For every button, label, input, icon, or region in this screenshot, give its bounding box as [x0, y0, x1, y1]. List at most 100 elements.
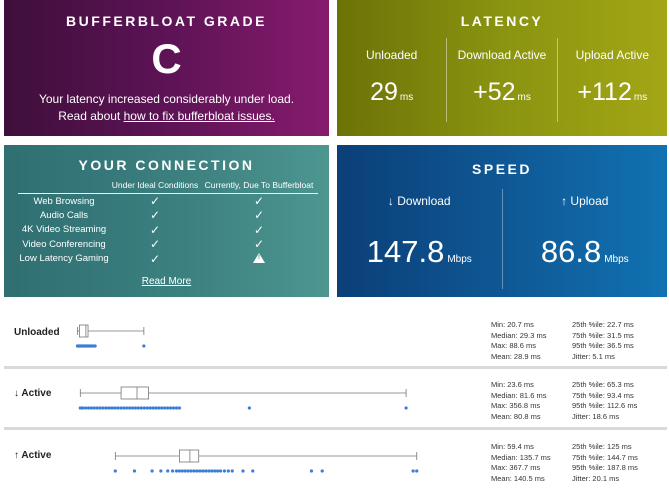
- stat: Max: 356.8 ms: [491, 401, 541, 410]
- upload-active-sample-point: [195, 469, 199, 473]
- connection-row: Audio Calls ✓ ✓: [18, 208, 318, 223]
- download-active-sample-point: [98, 406, 102, 410]
- check-icon: ✓: [149, 194, 161, 208]
- fix-bufferbloat-link[interactable]: how to fix bufferbloat issues.: [123, 109, 275, 123]
- warning-icon: !: [200, 252, 318, 267]
- stat: 95th %ile: 112.6 ms: [572, 401, 638, 410]
- download-active-sample-point: [81, 406, 85, 410]
- download-active-sample-point: [169, 406, 173, 410]
- latency-download-active: Download Active +52 ms: [446, 38, 556, 122]
- upload-active-sample-point: [198, 469, 202, 473]
- row-divider: [4, 366, 667, 369]
- download-value: 147.8 Mbps: [337, 234, 502, 270]
- latency-label: Download Active: [457, 48, 547, 62]
- download-active-sample-point: [145, 406, 149, 410]
- stat: Median: 81.6 ms: [491, 390, 547, 400]
- upload-active-sample-point: [213, 469, 217, 473]
- latency-unit: ms: [399, 92, 414, 103]
- grade-read-about-prefix: Read about: [58, 109, 124, 123]
- upload-active-sample-point: [177, 469, 182, 473]
- upload-active-sample-point: [230, 469, 234, 473]
- upload-active-sample-point: [210, 469, 214, 473]
- download-unit: Mbps: [447, 254, 472, 265]
- upload-active-sample-point: [251, 469, 255, 473]
- upload-active-sample-point: [411, 469, 415, 473]
- latency-title: LATENCY: [460, 13, 544, 29]
- upload-active-sample-point: [183, 469, 187, 473]
- upload-value: 86.8 Mbps: [503, 234, 668, 270]
- row-label-upload-active: ↑ Active: [14, 450, 52, 461]
- latency-label: Upload Active: [575, 48, 650, 62]
- download-active-sample-point: [247, 406, 251, 410]
- latency-label: Unloaded: [365, 48, 418, 62]
- download-active-sample-point: [160, 406, 164, 410]
- download-active-sample-point: [166, 406, 170, 410]
- download-active-sample-point: [130, 406, 135, 410]
- stat: Min: 23.6 ms: [491, 380, 534, 389]
- download-active-sample-point: [139, 406, 143, 410]
- stat: 25th %ile: 125 ms: [572, 442, 632, 451]
- connection-rows: Web Browsing ✓ ✓ Audio Calls ✓ ✓ 4K Video Stre…: [18, 194, 318, 267]
- download-stats-left: Min: 23.6 ms Median: 81.6 ms Max: 356.8 …: [491, 380, 546, 422]
- connection-row: Web Browsing ✓ ✓: [18, 194, 318, 208]
- unloaded-stats-left: Min: 20.7 ms Median: 29.3 ms Max: 88.6 m…: [491, 320, 546, 362]
- latency-number: +52: [473, 78, 516, 106]
- connection-activity: Low Latency Gaming: [19, 253, 109, 265]
- download-stats-right: 25th %ile: 65.3 ms 75th %ile: 93.4 ms 95…: [572, 380, 637, 422]
- stat: Max: 88.6 ms: [491, 341, 537, 350]
- download-number: 147.8: [366, 234, 445, 269]
- download-active-sample-point: [113, 406, 117, 410]
- upload-active-sample-point: [218, 469, 223, 473]
- grade-letter: C: [151, 35, 182, 82]
- upload-active-sample-point: [132, 469, 137, 473]
- latency-value: +52 ms: [447, 78, 556, 107]
- bufferbloat-grade-card: BUFFERBLOAT GRADE C Your latency increas…: [4, 0, 329, 136]
- download-active-sample-point: [174, 406, 179, 410]
- download-label: ↓ Download: [387, 194, 451, 208]
- connection-row: 4K Video Streaming ✓ ✓: [18, 223, 318, 238]
- unloaded-sample-point: [93, 344, 97, 348]
- stat: Mean: 80.8 ms: [491, 411, 541, 421]
- your-connection-card: YOUR CONNECTION Under Ideal Conditions C…: [4, 145, 329, 297]
- stat: Mean: 28.9 ms: [491, 351, 541, 361]
- speed-card: SPEED ↓ Download 147.8 Mbps ↑ Upload 86.8…: [337, 145, 667, 297]
- read-more-link[interactable]: Read More: [141, 276, 192, 287]
- grade-description: Your latency increased considerably unde…: [38, 92, 295, 106]
- stat: 75th %ile: 31.5 ms: [572, 330, 634, 340]
- speed-columns: ↓ Download 147.8 Mbps ↑ Upload 86.8 Mbps: [337, 189, 667, 289]
- check-icon: ✓: [149, 237, 161, 252]
- download-active-sample-point: [95, 406, 99, 410]
- check-icon: ✓: [253, 222, 265, 237]
- download-active-sample-point: [78, 406, 82, 410]
- connection-activity: Video Conferencing: [22, 238, 106, 250]
- download-active-sample-point: [127, 406, 132, 410]
- download-active-sample-point: [107, 406, 111, 410]
- latency-unloaded: Unloaded 29 ms: [337, 38, 446, 122]
- stat: Jitter: 5.1 ms: [572, 351, 615, 361]
- connection-row: Low Latency Gaming ✓!: [18, 252, 318, 267]
- upload-active-sample-point: [201, 469, 205, 473]
- row-label-unloaded: Unloaded: [14, 327, 60, 338]
- upload-unit: Mbps: [604, 254, 629, 265]
- download-active-sample-point: [177, 406, 182, 410]
- upload-active-sample-point: [215, 469, 220, 473]
- upload-active-sample-point: [113, 469, 117, 473]
- upload-active-sample-point: [415, 469, 419, 473]
- download-active-sample-point: [116, 406, 120, 410]
- unloaded-iqr-box: [79, 324, 89, 338]
- speed-upload: ↑ Upload 86.8 Mbps: [501, 189, 668, 289]
- download-active-sample-point: [133, 406, 138, 410]
- connection-header-blank: [18, 179, 110, 194]
- check-icon: ✓: [253, 194, 265, 208]
- download-active-sample-point: [404, 406, 408, 410]
- upload-active-sample-point: [309, 469, 314, 473]
- latency-number: 29: [370, 78, 398, 106]
- upload-active-sample-point: [222, 469, 227, 473]
- unloaded-stats-right: 25th %ile: 22.7 ms 75th %ile: 31.5 ms 95…: [572, 320, 634, 362]
- upload-label: ↑ Upload: [561, 194, 609, 208]
- stat: Min: 59.4 ms: [491, 442, 534, 451]
- download-active-sample-point: [110, 406, 114, 410]
- stat: Max: 367.7 ms: [491, 463, 541, 472]
- grade-read-about: Read about how to fix bufferbloat issues…: [4, 108, 329, 125]
- stat: 95th %ile: 36.5 ms: [572, 341, 634, 350]
